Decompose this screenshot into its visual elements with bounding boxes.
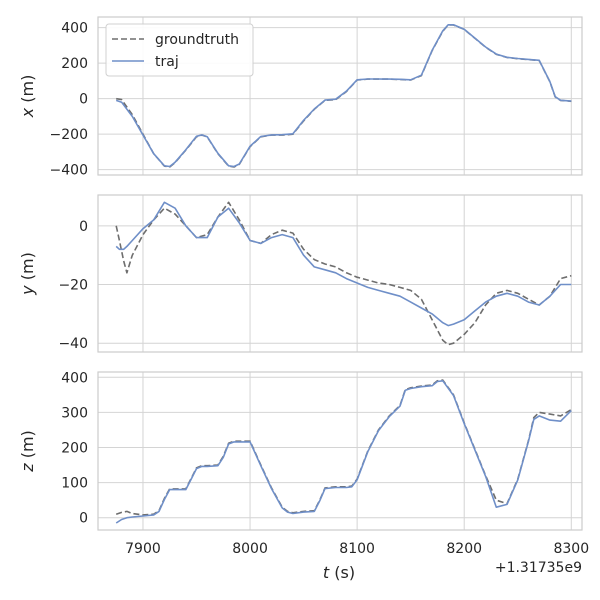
y-tick-label: 400 bbox=[61, 370, 88, 386]
y-axis-label-variable: x bbox=[18, 107, 37, 118]
x-tick-label: 8000 bbox=[232, 541, 268, 557]
panel-2-background bbox=[98, 195, 582, 352]
legend-label-traj: traj bbox=[155, 54, 179, 70]
y-axis-label-variable: z bbox=[18, 463, 37, 473]
x-tick-label: 8300 bbox=[553, 541, 589, 557]
x-axis-label-unit: (s) bbox=[329, 563, 355, 582]
x-offset-label: +1.31735e9 bbox=[495, 560, 582, 576]
y-axis-label-unit: (m) bbox=[18, 75, 37, 108]
y-axis-label-variable: y bbox=[18, 285, 37, 296]
y-axis-label: z (m) bbox=[18, 430, 37, 473]
x-tick-label: 8200 bbox=[446, 541, 482, 557]
panel-3-background bbox=[98, 372, 582, 530]
x-tick-label: 7900 bbox=[125, 541, 161, 557]
panel-3-frame bbox=[97, 371, 583, 531]
x-tick-label: 8100 bbox=[339, 541, 375, 557]
y-tick-label: 300 bbox=[61, 405, 88, 421]
panel-2-frame bbox=[97, 194, 583, 353]
x-axis-label-variable: t bbox=[323, 563, 330, 582]
y-tick-label: −400 bbox=[50, 163, 88, 179]
series-line-traj bbox=[115, 23, 572, 168]
series-line-traj bbox=[115, 201, 572, 327]
panel-1-frame bbox=[97, 16, 583, 176]
y-tick-label: −200 bbox=[50, 127, 88, 143]
y-tick-label: 0 bbox=[79, 219, 88, 235]
y-tick-label: 0 bbox=[79, 511, 88, 527]
x-axis-label: t (s) bbox=[323, 563, 355, 582]
y-axis-label-unit: (m) bbox=[18, 252, 37, 285]
y-tick-label: 400 bbox=[61, 21, 88, 37]
y-tick-label: 0 bbox=[79, 92, 88, 108]
legend-label-groundtruth: groundtruth bbox=[155, 32, 239, 48]
y-tick-label: −40 bbox=[58, 336, 88, 352]
legend-box bbox=[105, 23, 254, 77]
y-axis-label: x (m) bbox=[18, 75, 37, 119]
series-line-traj bbox=[115, 379, 572, 524]
y-axis-label: y (m) bbox=[18, 252, 37, 296]
y-tick-label: 200 bbox=[61, 440, 88, 456]
y-tick-label: −20 bbox=[58, 278, 88, 294]
y-tick-label: 200 bbox=[61, 56, 88, 72]
y-tick-label: 100 bbox=[61, 476, 88, 492]
y-axis-label-unit: (m) bbox=[18, 430, 37, 463]
